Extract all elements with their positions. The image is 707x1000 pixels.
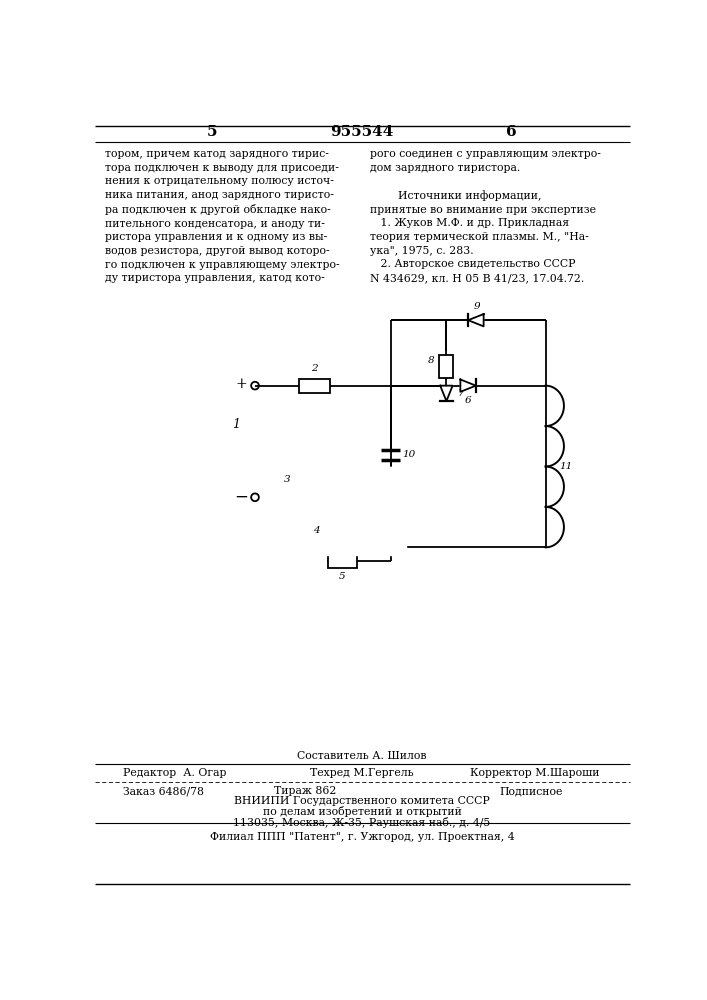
Text: Корректор М.Шароши: Корректор М.Шароши bbox=[470, 768, 600, 778]
Text: 2: 2 bbox=[311, 364, 318, 373]
Text: 5: 5 bbox=[207, 125, 218, 139]
Text: 10: 10 bbox=[402, 450, 416, 459]
Bar bbox=[299, 379, 330, 393]
Polygon shape bbox=[468, 314, 484, 326]
Bar bbox=[440, 355, 453, 378]
Text: 6: 6 bbox=[506, 125, 517, 139]
Bar bbox=[328, 554, 357, 568]
Text: 7: 7 bbox=[457, 389, 464, 398]
Text: 1: 1 bbox=[232, 418, 240, 431]
Text: 9: 9 bbox=[474, 302, 481, 311]
Text: Редактор  А. Огар: Редактор А. Огар bbox=[123, 768, 227, 778]
Polygon shape bbox=[460, 379, 476, 392]
Text: 3: 3 bbox=[283, 474, 289, 483]
Text: Филиал ППП "Патент", г. Ужгород, ул. Проектная, 4: Филиал ППП "Патент", г. Ужгород, ул. Про… bbox=[210, 832, 514, 842]
Text: 113035, Москва, Ж-35, Раушская наб., д. 4/5: 113035, Москва, Ж-35, Раушская наб., д. … bbox=[233, 817, 491, 828]
Text: 4: 4 bbox=[312, 526, 320, 535]
Text: 8: 8 bbox=[428, 356, 434, 365]
Text: ВНИИПИ Государственного комитета СССР: ВНИИПИ Государственного комитета СССР bbox=[234, 796, 490, 806]
Text: тором, причем катод зарядного тирис-
тора подключен к выводу для присоеди-
нения: тором, причем катод зарядного тирис- тор… bbox=[105, 149, 340, 283]
Text: +: + bbox=[235, 377, 247, 391]
Text: −: − bbox=[234, 489, 248, 506]
Text: Составитель А. Шилов: Составитель А. Шилов bbox=[297, 751, 427, 761]
Text: 3: 3 bbox=[284, 475, 291, 484]
Text: 955544: 955544 bbox=[330, 125, 394, 139]
Text: 5: 5 bbox=[339, 572, 346, 581]
Text: 6: 6 bbox=[464, 396, 472, 405]
Text: Техред М.Гергель: Техред М.Гергель bbox=[310, 768, 414, 778]
Text: Тираж 862: Тираж 862 bbox=[274, 786, 337, 796]
Polygon shape bbox=[284, 491, 299, 503]
Polygon shape bbox=[224, 466, 406, 528]
Polygon shape bbox=[224, 466, 406, 555]
Polygon shape bbox=[440, 386, 452, 401]
Text: Заказ 6486/78: Заказ 6486/78 bbox=[123, 786, 204, 796]
Text: −: − bbox=[234, 489, 248, 506]
Text: по делам изобретений и открытий: по делам изобретений и открытий bbox=[262, 806, 462, 817]
Polygon shape bbox=[321, 526, 337, 538]
Text: рого соединен с управляющим электро-
дом зарядного тиристора.

        Источники: рого соединен с управляющим электро- дом… bbox=[370, 149, 600, 283]
Text: 4: 4 bbox=[310, 525, 316, 534]
Polygon shape bbox=[327, 524, 343, 537]
Text: 11: 11 bbox=[559, 462, 573, 471]
Text: Подписное: Подписное bbox=[499, 786, 563, 796]
Polygon shape bbox=[282, 491, 298, 503]
